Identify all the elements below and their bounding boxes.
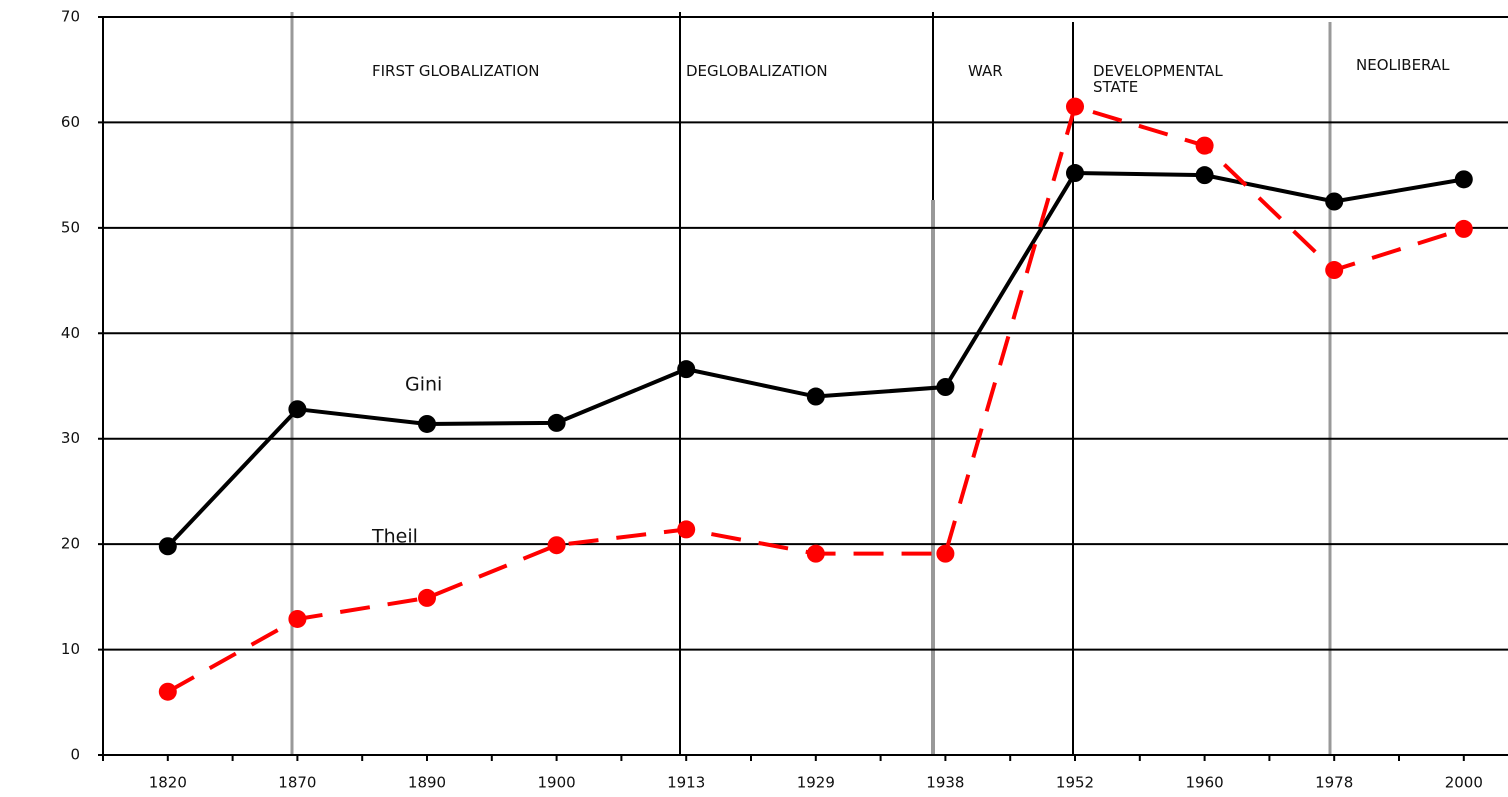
y-tick-label: 20	[61, 535, 80, 553]
x-tick-label: 1913	[667, 774, 705, 792]
point	[677, 520, 696, 539]
period-label: DEGLOBALIZATION	[686, 62, 828, 80]
y-tick-label: 0	[70, 746, 80, 764]
y-tick-label: 10	[61, 640, 80, 658]
point	[418, 414, 436, 433]
point	[936, 544, 955, 563]
point	[936, 378, 955, 397]
point	[158, 682, 177, 701]
x-tick-label: 1938	[926, 774, 964, 792]
point	[1195, 136, 1214, 155]
x-tick-label: 2000	[1445, 774, 1483, 792]
point	[418, 588, 436, 607]
series-line	[166, 171, 1465, 548]
point	[1454, 170, 1473, 189]
point	[547, 536, 566, 555]
point	[1066, 164, 1084, 183]
period-label: FIRST GLOBALIZATION	[372, 62, 540, 80]
y-tick-label: 30	[61, 429, 80, 447]
point	[1454, 219, 1473, 238]
series-label: Gini	[405, 374, 442, 396]
period-label: DEVELOPMENTAL STATE	[1093, 62, 1223, 96]
y-tick-label: 70	[61, 8, 80, 26]
point	[806, 387, 825, 406]
point	[806, 544, 825, 563]
x-tick-label: 1960	[1186, 774, 1224, 792]
point	[1066, 97, 1084, 116]
point	[1325, 261, 1344, 280]
point	[288, 400, 307, 419]
point	[677, 360, 696, 379]
point	[547, 413, 566, 432]
period-label: NEOLIBERAL	[1356, 56, 1450, 74]
series-label: Theil	[371, 526, 418, 548]
x-tick-label: 1890	[408, 774, 446, 792]
point	[1325, 192, 1344, 211]
point	[158, 537, 177, 556]
x-tick-label: 1952	[1056, 774, 1094, 792]
x-tick-label: 1929	[797, 774, 835, 792]
point	[288, 609, 307, 628]
period-label: WAR	[968, 62, 1003, 80]
x-tick-label: 1870	[278, 774, 316, 792]
x-tick-label: 1900	[538, 774, 576, 792]
period-dividers	[290, 12, 1332, 755]
y-tick-label: 40	[61, 324, 80, 342]
y-tick-label: 60	[61, 113, 80, 131]
x-tick-label: 1820	[149, 774, 187, 792]
point	[1195, 166, 1214, 185]
y-tick-label: 50	[61, 218, 80, 236]
x-tick-label: 1978	[1315, 774, 1353, 792]
